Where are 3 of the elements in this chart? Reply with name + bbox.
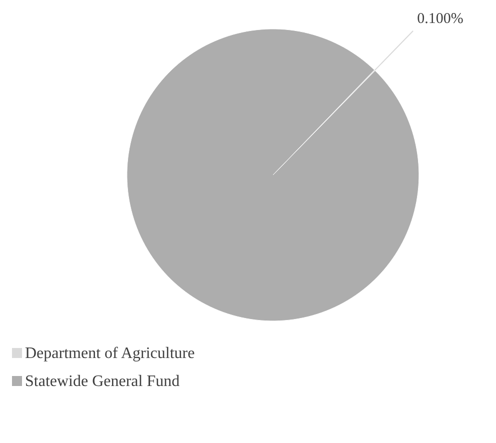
legend-label: Statewide General Fund (25, 373, 180, 390)
data-label: 0.100% (417, 10, 464, 27)
legend-label: Department of Agriculture (25, 345, 195, 362)
